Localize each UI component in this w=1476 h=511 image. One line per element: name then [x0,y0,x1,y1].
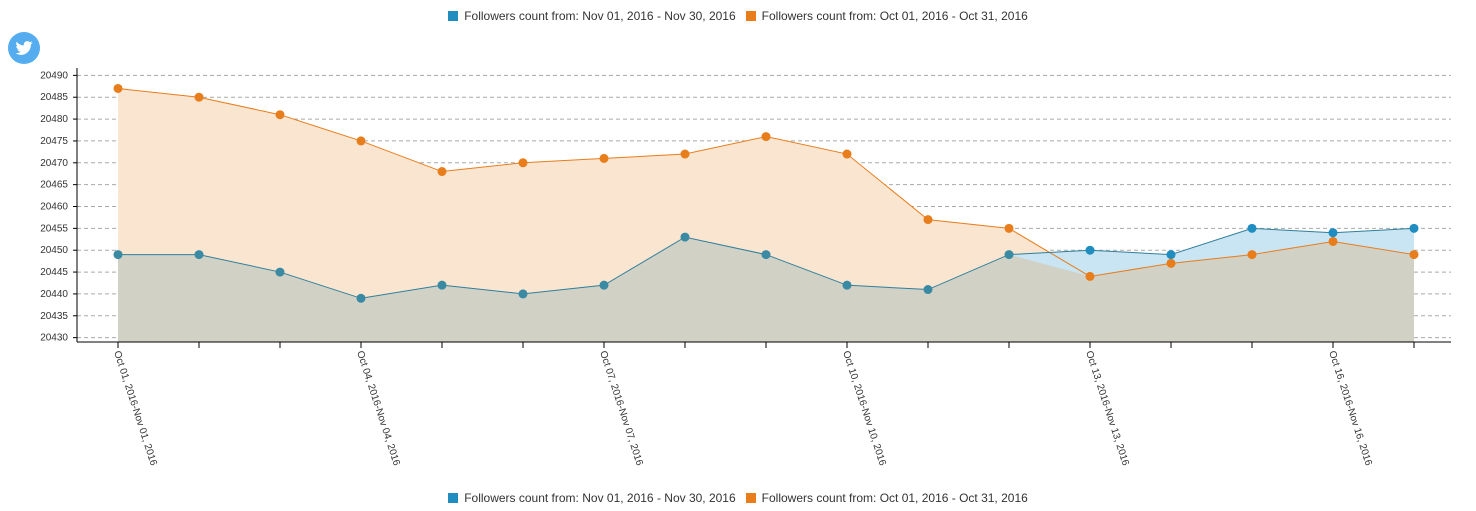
data-point-nov [1004,250,1014,260]
legend-label-oct: Followers count from: Oct 01, 2016 - Oct… [761,9,1028,23]
data-point-nov [518,289,528,299]
x-tick-label: Oct 13, 2016-Nov 13, 2016 [1083,350,1131,468]
data-point-oct [680,149,690,159]
area-overlap [118,237,1414,342]
legend-swatch-oct [745,11,756,21]
y-tick-label: 20470 [40,158,68,169]
twitter-bird-icon [8,32,40,64]
data-point-oct [599,153,609,163]
legend-swatch-oct-bottom [745,493,756,503]
legend-swatch-nov [448,11,459,21]
data-point-nov [599,280,609,290]
legend-top: Followers count from: Nov 01, 2016 - Nov… [0,9,1476,23]
data-point-nov [1085,245,1095,255]
data-point-nov [356,293,366,303]
data-point-oct [923,215,933,225]
data-point-nov [923,285,933,295]
data-point-nov [842,280,852,290]
data-point-oct [842,149,852,159]
y-tick-label: 20430 [40,333,68,344]
x-tick-label: Oct 01, 2016-Nov 01, 2016 [111,350,159,468]
data-point-nov [1328,228,1338,238]
data-point-oct [1247,250,1257,260]
data-point-nov [113,250,123,260]
data-point-oct [113,83,123,93]
data-point-oct [1085,271,1095,281]
data-point-oct [1328,236,1338,246]
legend-item-nov-bottom[interactable]: Followers count from: Nov 01, 2016 - Nov… [448,491,736,505]
legend-swatch-nov-bottom [448,493,459,503]
data-point-nov [761,250,771,260]
y-tick-label: 20455 [40,223,68,234]
legend-label-nov-bottom: Followers count from: Nov 01, 2016 - Nov… [464,491,736,505]
data-point-nov [1166,250,1176,260]
x-tick-label: Oct 07, 2016-Nov 07, 2016 [597,350,645,468]
data-point-oct [1004,223,1014,233]
y-tick-label: 20445 [40,267,68,278]
y-tick-label: 20450 [40,245,68,256]
y-tick-label: 20465 [40,180,68,191]
y-tick-label: 20440 [40,289,68,300]
data-point-nov [1247,223,1257,233]
data-point-oct [194,92,204,102]
data-point-oct [275,110,285,120]
data-point-oct [1166,258,1176,268]
data-point-oct [1409,250,1419,260]
y-tick-label: 20435 [40,311,68,322]
data-point-nov [1409,223,1419,233]
legend-label-nov: Followers count from: Nov 01, 2016 - Nov… [464,9,736,23]
legend-bottom: Followers count from: Nov 01, 2016 - Nov… [0,491,1476,505]
legend-item-nov[interactable]: Followers count from: Nov 01, 2016 - Nov… [448,9,736,23]
y-tick-label: 20490 [40,70,68,81]
data-point-oct [356,136,366,146]
y-tick-label: 20485 [40,92,68,103]
x-tick-label: Oct 04, 2016-Nov 04, 2016 [354,350,402,468]
y-tick-label: 20480 [40,114,68,125]
x-tick-label: Oct 10, 2016-Nov 10, 2016 [840,350,888,468]
data-point-oct [518,158,528,168]
data-point-nov [437,280,447,290]
legend-item-oct[interactable]: Followers count from: Oct 01, 2016 - Oct… [745,9,1028,23]
x-tick-label: Oct 16, 2016-Nov 16, 2016 [1326,350,1374,468]
y-tick-label: 20460 [40,202,68,213]
legend-label-oct-bottom: Followers count from: Oct 01, 2016 - Oct… [761,491,1028,505]
data-point-nov [680,232,690,242]
data-point-nov [194,250,204,260]
data-point-oct [761,132,771,142]
legend-item-oct-bottom[interactable]: Followers count from: Oct 01, 2016 - Oct… [745,491,1028,505]
data-point-oct [437,167,447,177]
data-point-nov [275,267,285,277]
y-tick-label: 20475 [40,136,68,147]
